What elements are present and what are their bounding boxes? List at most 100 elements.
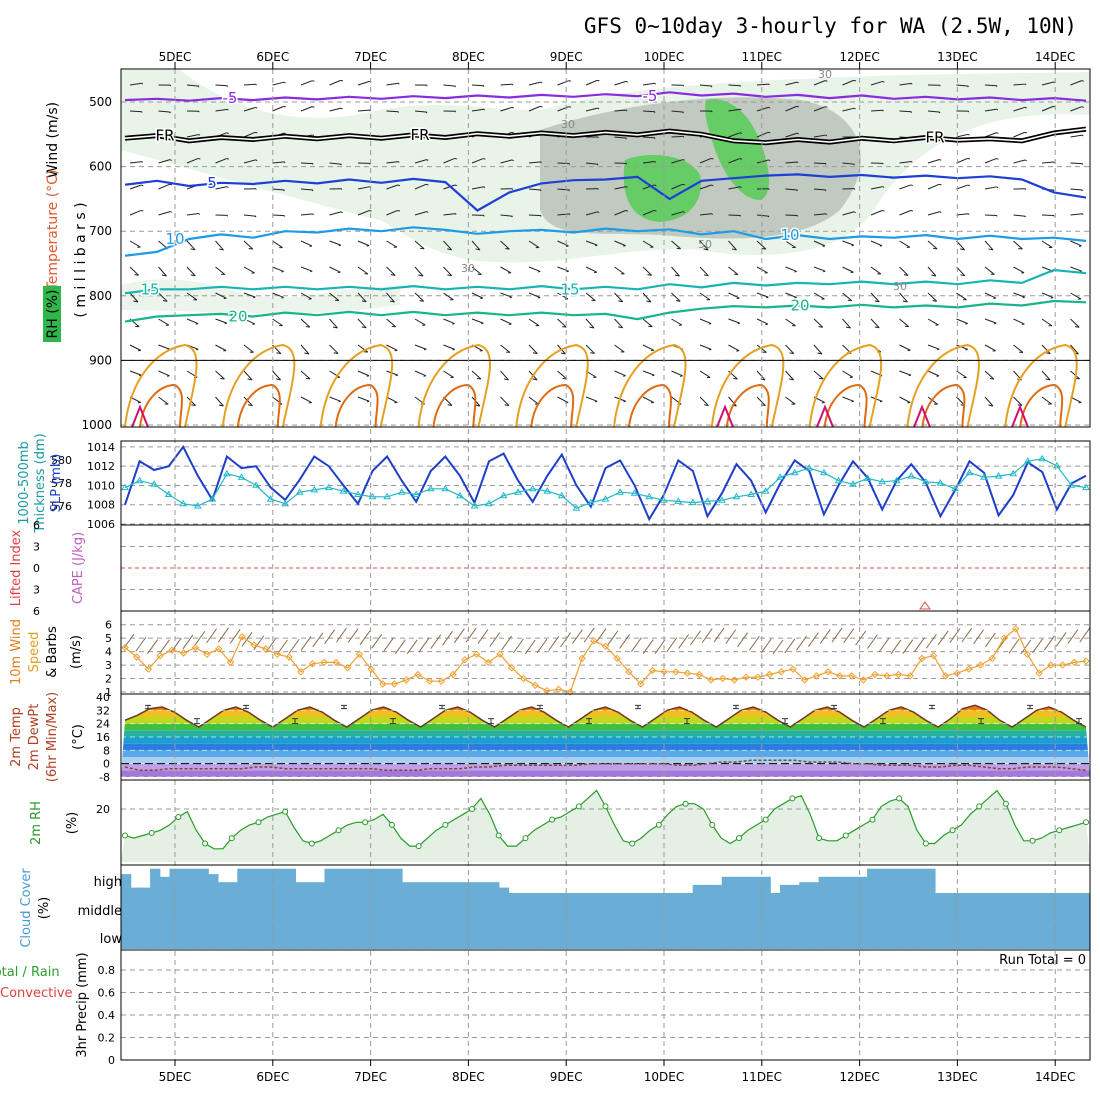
wind-barb (159, 184, 170, 189)
wind-axis-label: Wind (m/s) (45, 102, 61, 178)
temp-band (121, 697, 1090, 704)
wind-barb (130, 185, 141, 189)
wind-barb-flag (426, 112, 427, 113)
wind-barb (1014, 397, 1022, 406)
wind-barb-flag (965, 324, 967, 325)
wind-barb-flag (341, 212, 343, 213)
wind-barb (843, 241, 854, 245)
wind-barb-flag (167, 376, 169, 377)
wind-barb-flag (220, 378, 224, 379)
wind-barb-flag (654, 185, 656, 186)
wind-barb-flag (968, 86, 969, 87)
temp-band (121, 770, 1090, 777)
wind-tick-label: 3 (105, 659, 112, 672)
wind-barb (786, 215, 798, 216)
cape-axis-label: CAPE (J/kg) (71, 532, 86, 604)
wind10m-barb (1033, 639, 1043, 653)
wind10m-barb (643, 640, 653, 654)
isotherm-label: 20 (228, 307, 247, 325)
wind-barb (957, 185, 968, 189)
wind-barb (358, 81, 369, 85)
dewpt-axis-label: 2m DewPt (27, 704, 42, 771)
wind-barb (1071, 319, 1080, 327)
wind-barb-flag (990, 379, 994, 380)
wind-barb (244, 267, 254, 273)
temp-contour-30 (336, 385, 378, 427)
wind-barb-flag (1082, 107, 1084, 108)
wind10m-barb (867, 635, 877, 649)
wind-barb (843, 267, 854, 272)
pressure-tick-label: 1000 (81, 418, 112, 432)
wind-barb (1014, 319, 1025, 324)
wind-barb (757, 319, 768, 324)
wind10m-barb (596, 629, 606, 643)
wind-barb (472, 371, 481, 379)
wind-barb-flag (740, 133, 742, 134)
wind-barb-flag (369, 211, 371, 212)
isotherm-line (125, 270, 1086, 293)
minmax-errorbar (439, 705, 445, 708)
wind-barb-flag (135, 275, 139, 276)
top-date-label: 13DEC (937, 50, 977, 64)
wind-barb (159, 212, 171, 215)
slp-tick-label: 1014 (87, 441, 115, 454)
wind-barb (301, 163, 313, 164)
wind-barb-flag (623, 246, 625, 247)
wind-barb-flag (281, 297, 283, 298)
precip-ylabel: 3hr Precip (mm) (75, 952, 90, 1057)
bottom-date-label: 12DEC (839, 1070, 879, 1084)
wind-barb (529, 397, 539, 404)
isotherm-label: FR (410, 126, 429, 144)
wind-barb-flag (626, 211, 628, 212)
wind-barb-flag (284, 190, 285, 191)
wind-barb (643, 83, 655, 85)
rh-shading (121, 70, 1090, 313)
li-tick-label: 6 (33, 519, 40, 532)
temp-tick-label: 24 (96, 718, 110, 731)
wind-barb (387, 267, 396, 275)
isotherm-label: 15 (140, 280, 159, 298)
wind-barb (244, 84, 256, 85)
wind-barb-flag (882, 81, 884, 82)
wind-barb (529, 293, 540, 297)
minmax-errorbar (537, 705, 543, 708)
wind-barb (814, 371, 823, 379)
wind-barb-flag (313, 214, 314, 215)
wind-barb (301, 397, 312, 403)
barbs-axis-label: & Barbs (45, 626, 60, 678)
thickness-axis-label: 1000-500mb (17, 441, 32, 525)
wind-barb (615, 81, 626, 85)
rh-marker (790, 796, 795, 801)
wind-barb-flag (141, 210, 143, 211)
wind10m-barb (702, 629, 712, 643)
wind-barb (729, 319, 740, 323)
wind-barb-flag (819, 327, 823, 328)
temp-axis-label: 2m Temp (9, 707, 24, 767)
wind-barb (387, 241, 397, 247)
wind-barb (1071, 241, 1082, 246)
temp-band (121, 757, 1090, 764)
wind-barb (957, 134, 969, 137)
wind-barb (130, 241, 140, 247)
wind-barb-flag (968, 214, 969, 215)
wind-barb (1014, 345, 1023, 352)
rh-marker (389, 822, 394, 827)
wind-barb-flag (569, 81, 571, 82)
wind-barb (187, 319, 198, 324)
wind10m-barb (207, 629, 217, 643)
wind-barb (1042, 215, 1054, 216)
wind10m-barb (490, 633, 500, 647)
wind-barb-flag (940, 212, 942, 213)
wind-barb-flag (541, 82, 542, 83)
wind-barb (273, 82, 285, 85)
cloud-level-label: middle (78, 904, 122, 919)
rh-marker (923, 841, 928, 846)
rh-marker (309, 841, 314, 846)
wind-barb (700, 293, 710, 300)
wind-barb (1042, 241, 1052, 247)
wind-barb (529, 215, 541, 216)
wind-barb-flag (852, 245, 854, 246)
wind-barb (358, 241, 369, 246)
wind-barb (330, 345, 339, 353)
